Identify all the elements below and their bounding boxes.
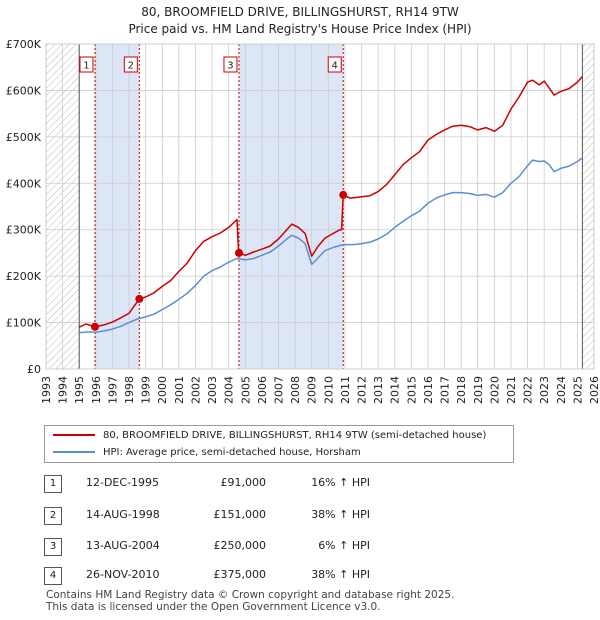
x-tick-label: 1994 <box>57 376 70 404</box>
x-tick-label: 1995 <box>73 376 86 404</box>
legend-label-hpi: HPI: Average price, semi-detached house,… <box>103 447 361 458</box>
y-tick-label: £200K <box>6 270 42 283</box>
transaction-badge: 2 <box>44 507 62 525</box>
y-tick-label: £100K <box>6 317 42 330</box>
x-tick-label: 2015 <box>405 376 418 404</box>
transaction-badge: 1 <box>44 475 62 493</box>
series-line-property <box>78 76 583 328</box>
transaction-hpi-diff: 6% ↑ HPI <box>318 539 370 552</box>
y-tick-label: £300K <box>6 224 42 237</box>
shaded-period <box>94 44 140 369</box>
x-tick-label: 2021 <box>505 376 518 404</box>
x-tick-label: 2019 <box>472 376 485 404</box>
x-tick-label: 2008 <box>289 376 302 404</box>
transaction-badge-label: 1 <box>83 61 89 72</box>
x-tick-label: 2003 <box>206 376 219 404</box>
y-tick-label: £700K <box>6 38 42 51</box>
chart-svg: 1 2 3 4 £0 £100K £200K £300K £400K £500K £600K £70… <box>6 38 600 404</box>
transaction-price: £375,000 <box>213 568 267 581</box>
transaction-badge-box <box>79 56 94 73</box>
x-tick-label: 2009 <box>306 376 319 404</box>
x-tick-label: 2011 <box>339 376 352 404</box>
y-tick-label: £600K <box>6 84 42 97</box>
x-tick-label: 2005 <box>239 376 252 404</box>
transaction-price: £250,000 <box>213 539 267 552</box>
transaction-badge-label: 3 <box>227 61 233 72</box>
transaction-date: 13-AUG-2004 <box>86 539 160 552</box>
legend-label-property: 80, BROOMFIELD DRIVE, BILLINGSHURST, RH1… <box>103 430 487 441</box>
x-tick-label: 1999 <box>140 376 153 404</box>
transaction-date: 14-AUG-1998 <box>86 508 160 521</box>
legend: 80, BROOMFIELD DRIVE, BILLINGSHURST, RH1… <box>44 425 514 463</box>
y-tick-label: £400K <box>6 177 42 190</box>
x-tick-label: 2014 <box>389 376 402 404</box>
plot-border <box>45 43 595 370</box>
transaction-badge-label: 2 <box>128 61 134 72</box>
series-line-hpi <box>79 157 583 334</box>
x-tick-label: 2023 <box>538 376 551 404</box>
transaction-badge-box <box>223 56 238 73</box>
x-tick-label: 2024 <box>555 376 568 404</box>
x-tick-label: 2012 <box>356 376 369 404</box>
transaction-badge-box <box>327 56 342 73</box>
y-tick-label: £0 <box>27 363 41 376</box>
transaction-point <box>339 190 348 199</box>
x-tick-label: 2022 <box>522 376 535 404</box>
x-tick-label: 1993 <box>40 376 53 404</box>
x-tick-label: 2026 <box>588 376 600 404</box>
chart-subtitle: Price paid vs. HM Land Registry's House … <box>128 22 472 36</box>
transaction-hpi-diff: 38% ↑ HPI <box>311 568 370 581</box>
x-tick-label: 2007 <box>272 376 285 404</box>
x-tick-label: 1998 <box>123 376 136 404</box>
hatch-area-right <box>582 44 594 369</box>
y-tick-label: £500K <box>6 131 42 144</box>
x-tick-label: 2016 <box>422 376 435 404</box>
x-tick-label: 1996 <box>90 376 103 404</box>
transaction-point <box>135 294 144 303</box>
transaction-date: 26-NOV-2010 <box>86 568 160 581</box>
x-tick-label: 2017 <box>439 376 452 404</box>
footer-license: This data is licensed under the Open Gov… <box>46 601 381 613</box>
transaction-hpi-diff: 16% ↑ HPI <box>311 476 370 489</box>
footer-copyright: Contains HM Land Registry data © Crown c… <box>46 589 455 601</box>
x-tick-label: 2020 <box>488 376 501 404</box>
x-tick-label: 2010 <box>322 376 335 404</box>
x-tick-label: 2000 <box>156 376 169 404</box>
transaction-point <box>234 248 243 257</box>
x-tick-label: 2018 <box>455 376 468 404</box>
transaction-badge: 4 <box>44 567 62 585</box>
legend-swatch-hpi <box>53 451 95 453</box>
legend-item-hpi: HPI: Average price, semi-detached house,… <box>53 445 361 461</box>
transaction-badge: 3 <box>44 538 62 556</box>
x-tick-label: 2025 <box>571 376 584 404</box>
x-tick-label: 2013 <box>372 376 385 404</box>
transaction-price: £91,000 <box>220 476 267 489</box>
shaded-period <box>238 44 344 369</box>
transaction-hpi-diff: 38% ↑ HPI <box>311 508 370 521</box>
x-tick-label: 1997 <box>106 376 119 404</box>
legend-swatch-property <box>53 434 95 436</box>
x-tick-label: 2006 <box>256 376 269 404</box>
x-tick-label: 2001 <box>173 376 186 404</box>
footer: Contains HM Land Registry data © Crown c… <box>46 589 454 613</box>
transaction-badge-label: 4 <box>332 61 338 72</box>
chart-title: 80, BROOMFIELD DRIVE, BILLINGSHURST, RH1… <box>141 5 459 19</box>
transaction-badge-box <box>123 56 138 73</box>
x-tick-label: 2004 <box>223 376 236 404</box>
transaction-price: £151,000 <box>213 508 267 521</box>
transaction-date: 12-DEC-1995 <box>86 476 160 489</box>
transaction-point <box>90 322 99 331</box>
x-tick-label: 2002 <box>189 376 202 404</box>
legend-item-property: 80, BROOMFIELD DRIVE, BILLINGSHURST, RH1… <box>53 428 486 444</box>
